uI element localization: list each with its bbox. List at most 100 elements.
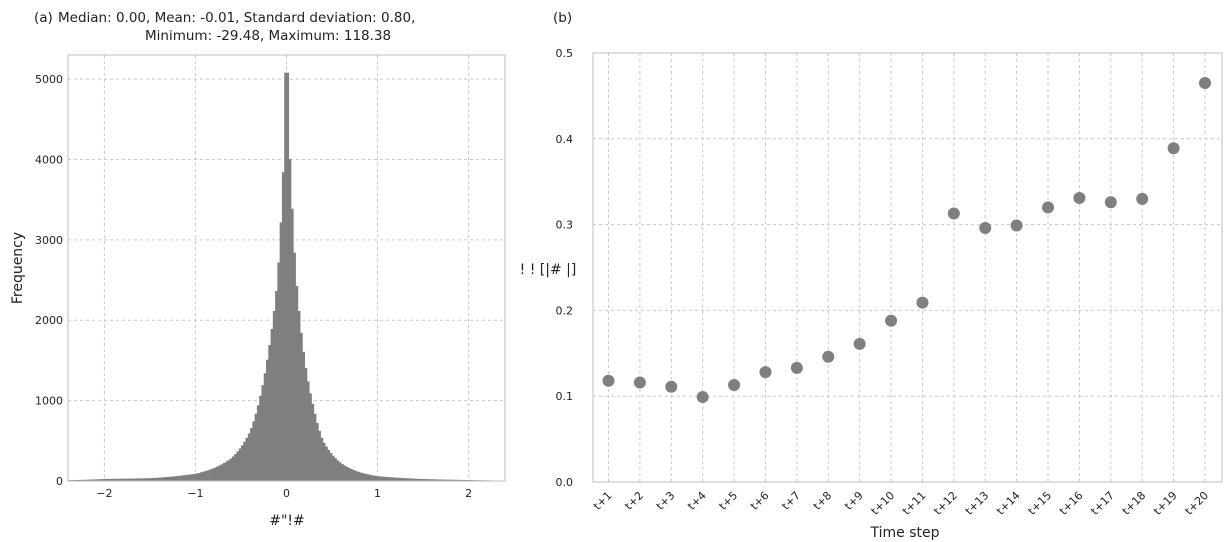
histogram-bar (86, 479, 89, 481)
histogram-bar (113, 478, 117, 481)
scatter-point (947, 207, 960, 220)
histogram-bar (104, 478, 107, 481)
histogram-x-tick-label: −2 (96, 487, 112, 500)
histogram-bar (122, 478, 126, 481)
histogram-bar (129, 478, 133, 481)
histogram-bar (361, 473, 365, 481)
histogram-bar (454, 479, 458, 481)
scatter-point (1136, 192, 1149, 205)
histogram-bar (165, 476, 169, 481)
histogram-bar (131, 478, 135, 481)
scatter-point (696, 391, 709, 404)
scatter-x-ticks: t+1 t+2 t+3 t+4 t+5 t+6 t+7 t+8 t+9 t+10 t+11 t+12 t… (591, 489, 1211, 518)
histogram-bar (268, 345, 271, 481)
histogram-bar (386, 477, 390, 481)
histogram-bar (438, 479, 442, 481)
histogram-bar (127, 478, 130, 481)
histogram-bar (172, 476, 176, 481)
histogram-x-tick-label: −1 (187, 487, 203, 500)
histogram-bar (398, 477, 401, 481)
histogram-x-tick-label: 2 (465, 487, 472, 500)
histogram-bar (79, 479, 82, 481)
histogram-bar (204, 471, 208, 481)
histogram-bar (432, 479, 435, 481)
scatter-y-ticks: 0.0 0.1 0.2 0.3 0.4 0.5 (556, 47, 574, 489)
scatter-x-tick-label: t+14 (994, 489, 1023, 518)
histogram-bar (240, 445, 244, 481)
histogram-bar (443, 479, 447, 481)
histogram-x-tick-label: 1 (374, 487, 381, 500)
scatter-point (633, 376, 646, 389)
histogram-bar (425, 479, 428, 481)
histogram-bar (332, 455, 335, 481)
histogram-bar (193, 473, 196, 481)
histogram-bar (411, 478, 415, 481)
histogram-bar (461, 479, 465, 481)
histogram-bar (345, 466, 349, 481)
histogram-bar (168, 476, 171, 481)
histogram-bar (227, 460, 230, 481)
scatter-point (1042, 201, 1055, 214)
histogram-bar (288, 159, 292, 481)
scatter-x-tick-label: t+12 (931, 489, 960, 518)
histogram-bar (90, 479, 94, 481)
scatter-x-tick-label: t+10 (869, 489, 898, 518)
scatter-x-tick-label: t+19 (1151, 489, 1180, 518)
histogram-bar (309, 393, 312, 481)
histogram-bar (395, 477, 399, 481)
histogram-bar (234, 454, 237, 481)
histogram-bar (272, 311, 276, 481)
histogram-bar (313, 413, 317, 481)
histogram-bar (279, 222, 283, 482)
histogram-bar (256, 405, 260, 481)
histogram-bar (77, 479, 80, 481)
histogram-bar (97, 479, 101, 481)
panel-a-label: (a) (34, 10, 53, 26)
histogram-bar (102, 479, 105, 481)
histogram-bar (343, 465, 346, 481)
histogram-bar (327, 449, 331, 481)
histogram-bar (338, 462, 342, 481)
histogram-bar (384, 476, 387, 481)
scatter-point (1073, 192, 1086, 205)
histogram-bar (195, 473, 199, 481)
histogram-bar (363, 473, 367, 481)
histogram-bar (225, 461, 228, 481)
histogram-bar (134, 478, 137, 481)
scatter-grid (593, 53, 1222, 482)
histogram-bar (266, 359, 269, 481)
histogram-bar (445, 479, 449, 481)
histogram-bar (402, 478, 406, 481)
scatter-point (822, 350, 835, 363)
histogram-bar (423, 479, 426, 481)
histogram-bar (295, 285, 299, 481)
histogram-bar (357, 471, 360, 481)
histogram-bar (334, 458, 337, 481)
histogram-bar (341, 464, 344, 481)
histogram-bar (222, 463, 226, 481)
histogram-bar (391, 477, 394, 481)
scatter-point (979, 222, 992, 235)
histogram-bar (197, 472, 201, 481)
scatter-point (602, 374, 615, 387)
histogram-x-ticks: −2 −1 0 1 2 (96, 487, 472, 500)
histogram-bar (218, 465, 221, 481)
scatter-x-tick-label: t+1 (591, 489, 615, 513)
histogram-bar (170, 476, 173, 481)
histogram-bar (154, 477, 158, 481)
histogram-bar (261, 385, 265, 481)
histogram-title-line1: Median: 0.00, Mean: -0.01, Standard devi… (58, 10, 415, 26)
panel-b-label: (b) (553, 10, 572, 26)
histogram-plot-frame (67, 54, 506, 482)
histogram-y-tick-label: 1000 (35, 395, 63, 408)
scatter-x-tick-label: t+7 (779, 489, 803, 513)
histogram-bar (400, 477, 403, 481)
histogram-bar (350, 469, 353, 481)
scatter-x-tick-label: t+16 (1057, 489, 1086, 518)
histogram-bar (108, 478, 112, 481)
histogram-bar (250, 428, 253, 481)
histogram-bar (145, 478, 148, 481)
histogram-bar (211, 468, 214, 481)
histogram-y-tick-label: 4000 (35, 153, 63, 166)
